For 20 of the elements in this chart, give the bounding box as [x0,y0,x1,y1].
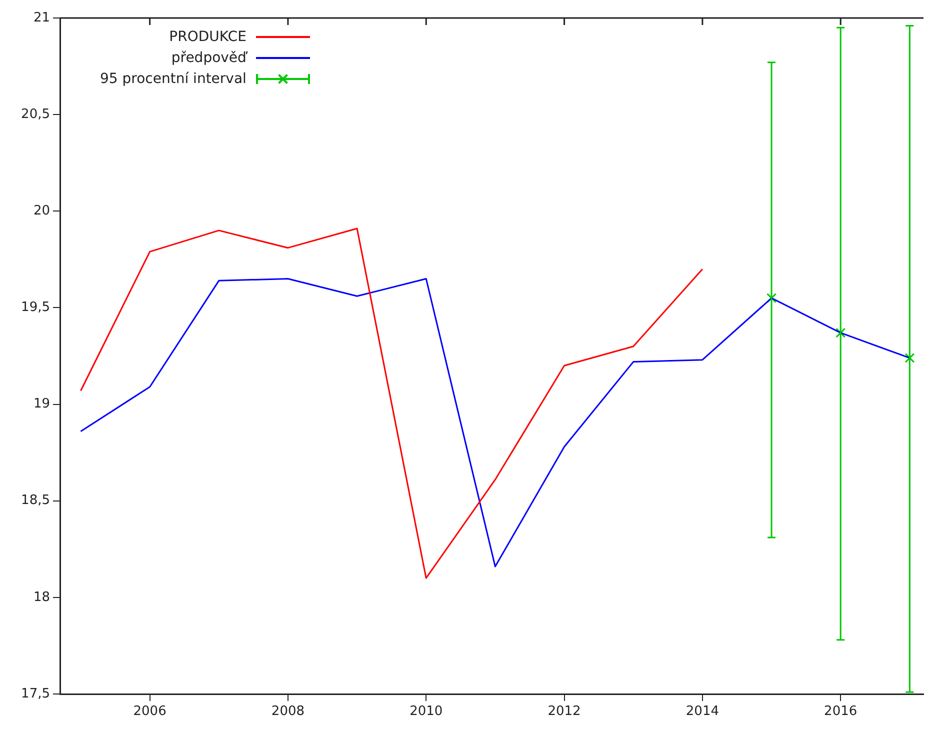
point [766,293,777,304]
y-tick-label: 18,5 [21,493,50,508]
legend-label: předpověď [171,50,246,66]
y-tick-label: 20 [33,204,50,219]
x-tick-label: 2008 [271,704,305,720]
point [904,352,915,363]
y-tick-label: 20,5 [21,106,50,122]
y-tick-label: 21 [33,10,50,26]
legend-label: 95 procentní interval [100,70,246,86]
y-tick-label: 17,5 [21,686,50,702]
point [836,328,846,338]
x-tick-label: 2016 [824,704,858,720]
y-tick-label: 18 [33,590,50,605]
y-tick-label: 19 [33,396,50,412]
x-tick-label: 2010 [410,704,443,720]
x-tick-label: 2006 [133,704,166,720]
legend-label: PRODUKCE [169,28,246,44]
x-tick-label: 2012 [548,704,581,720]
y-tick-label: 19,5 [21,300,50,316]
x-tick-label: 2014 [686,704,719,720]
